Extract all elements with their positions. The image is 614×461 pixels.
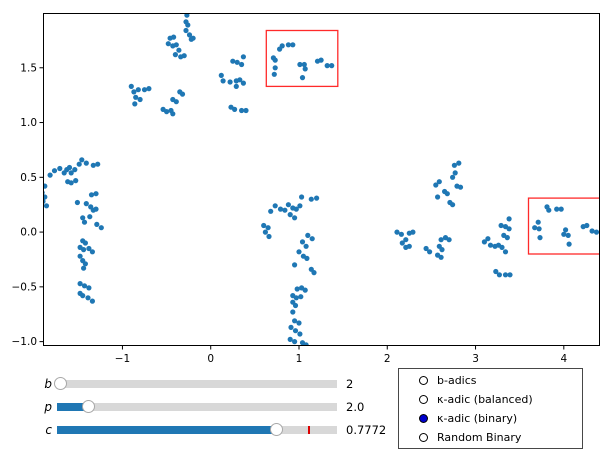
svg-text:2: 2 — [384, 353, 391, 365]
legend-item-kadic-binary[interactable]: κ-adic (binary) — [399, 410, 582, 426]
legend-item-random-binary[interactable]: Random Binary — [399, 429, 582, 445]
legend-item-label: b-adics — [437, 373, 477, 387]
slider-p-fill — [57, 403, 89, 411]
slider-c-value: 0.7772 — [346, 423, 387, 437]
svg-text:0.0: 0.0 — [20, 227, 37, 239]
circle-marker-icon — [419, 375, 428, 385]
svg-text:−1: −1 — [115, 353, 130, 365]
slider-b: b 2 — [0, 377, 614, 391]
slider-p-track[interactable] — [57, 400, 337, 413]
slider-p-label: p — [44, 400, 52, 414]
slider-p-handle[interactable] — [81, 400, 95, 413]
legend-item-label: Random Binary — [437, 430, 522, 444]
slider-c-track[interactable] — [57, 423, 337, 436]
svg-text:1.5: 1.5 — [20, 62, 37, 74]
svg-text:−0.5: −0.5 — [12, 281, 38, 293]
slider-b-handle[interactable] — [54, 377, 68, 390]
legend-box: b-adics κ-adic (balanced) κ-adic (binary… — [398, 368, 583, 449]
legend-item-kadic-balanced[interactable]: κ-adic (balanced) — [399, 391, 582, 407]
legend-item-label: κ-adic (balanced) — [437, 392, 533, 406]
slider-c-fill — [57, 426, 276, 434]
svg-text:3: 3 — [472, 353, 479, 365]
svg-text:−1.0: −1.0 — [12, 336, 38, 348]
slider-c: c 0.7772 — [0, 423, 614, 437]
circle-marker-icon-filled — [419, 413, 428, 423]
slider-c-label: c — [45, 423, 52, 437]
circle-marker-icon — [419, 432, 428, 442]
svg-text:0.5: 0.5 — [20, 172, 37, 184]
slider-p-value: 2.0 — [346, 400, 365, 414]
legend-item-label: κ-adic (binary) — [437, 411, 518, 425]
svg-text:4: 4 — [560, 353, 567, 365]
slider-b-value: 2 — [346, 377, 354, 391]
legend-item-b-adics[interactable]: b-adics — [399, 372, 582, 388]
slider-c-handle[interactable] — [269, 423, 283, 436]
slider-b-label: b — [44, 377, 52, 391]
circle-marker-icon — [419, 394, 428, 404]
slider-b-track[interactable] — [54, 377, 337, 390]
svg-text:1.0: 1.0 — [20, 117, 37, 129]
svg-text:1: 1 — [296, 353, 303, 365]
scatter-plot: −1 0 1 2 3 4 1.5 1.0 0.5 0.0 −0.5 −1.0 — [12, 13, 600, 365]
slider-p: p 2.0 — [0, 400, 614, 414]
slider-c-init-marker — [308, 426, 311, 434]
svg-text:0: 0 — [207, 353, 214, 365]
